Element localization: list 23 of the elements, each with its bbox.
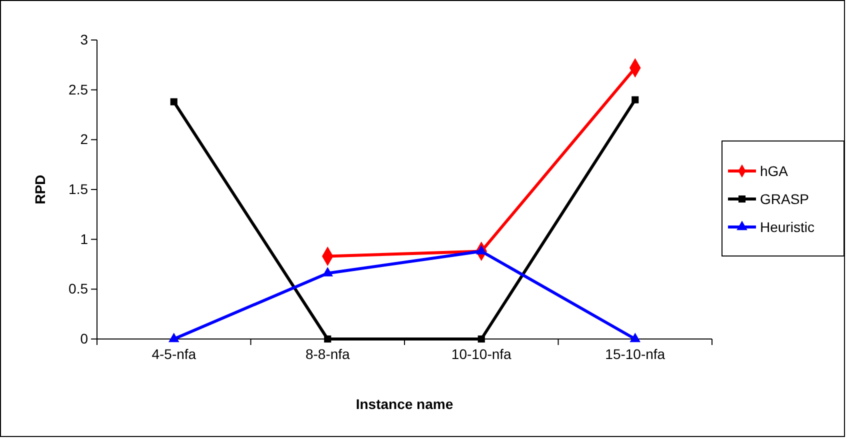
y-tick-label: 2: [80, 131, 88, 148]
legend-label: hGA: [760, 163, 789, 179]
x-tick-label: 4-5-nfa: [152, 346, 196, 362]
y-tick-label: 1.5: [68, 180, 88, 197]
y-tick-label: 1: [80, 230, 88, 247]
y-tick-label: 0: [80, 330, 88, 346]
legend-label: GRASP: [760, 191, 810, 207]
x-tick-label: 15-10-nfa: [605, 346, 666, 362]
point: [630, 332, 640, 342]
point: [632, 96, 639, 104]
point: [170, 98, 178, 106]
x-tick-label: 8-8-nfa: [305, 346, 350, 362]
point: [476, 245, 487, 254]
x-axis-title: Instance name: [356, 396, 454, 412]
legend-label: Heuristic: [760, 219, 814, 235]
y-tick-label: 3: [80, 31, 88, 48]
y-tick-label: 0.5: [68, 280, 88, 297]
point: [168, 332, 180, 342]
y-tick-label: 2.5: [68, 81, 88, 98]
x-tick-label: 10-10-nfa: [451, 346, 512, 362]
point: [478, 335, 485, 343]
point: [324, 335, 332, 343]
y-axis-title: RPD: [32, 174, 48, 204]
